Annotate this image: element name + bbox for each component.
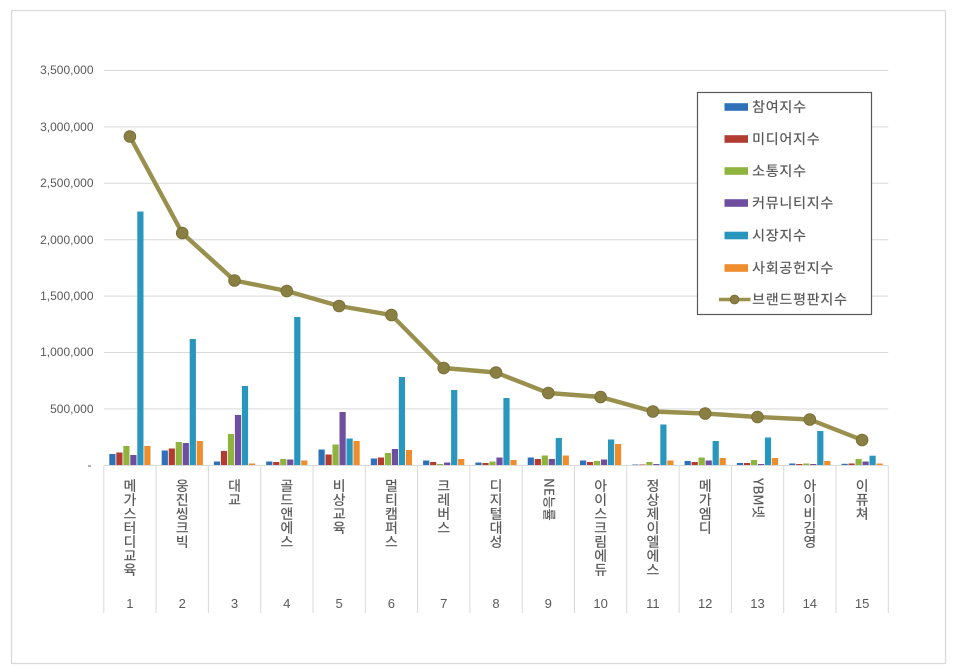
svg-text:9: 9 bbox=[545, 596, 552, 611]
svg-text:4: 4 bbox=[283, 596, 290, 611]
svg-text:3: 3 bbox=[231, 596, 238, 611]
svg-text:3,500,000: 3,500,000 bbox=[40, 63, 94, 77]
svg-text:3,000,000: 3,000,000 bbox=[40, 120, 94, 134]
svg-text:1,000,000: 1,000,000 bbox=[40, 345, 94, 359]
svg-text:5: 5 bbox=[335, 596, 342, 611]
svg-text:13: 13 bbox=[750, 596, 764, 611]
svg-text:2,000,000: 2,000,000 bbox=[40, 233, 94, 247]
svg-text:2: 2 bbox=[179, 596, 186, 611]
svg-text:15: 15 bbox=[855, 596, 869, 611]
svg-text:8: 8 bbox=[492, 596, 499, 611]
svg-text:500,000: 500,000 bbox=[50, 402, 94, 416]
svg-text:1,500,000: 1,500,000 bbox=[40, 289, 94, 303]
svg-text:7: 7 bbox=[440, 596, 447, 611]
svg-text:11: 11 bbox=[646, 596, 660, 611]
svg-text:1: 1 bbox=[126, 596, 133, 611]
svg-text:6: 6 bbox=[388, 596, 395, 611]
svg-text:-: - bbox=[88, 458, 92, 472]
svg-text:14: 14 bbox=[803, 596, 817, 611]
svg-text:12: 12 bbox=[698, 596, 712, 611]
svg-text:2,500,000: 2,500,000 bbox=[40, 176, 94, 190]
svg-text:10: 10 bbox=[593, 596, 607, 611]
